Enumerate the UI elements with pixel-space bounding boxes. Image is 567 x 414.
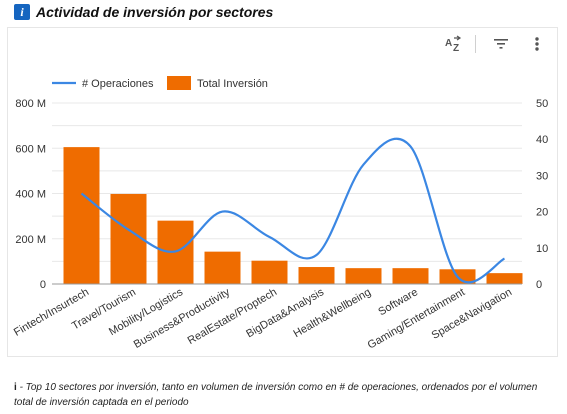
bar: [63, 147, 100, 284]
x-tick-label: Space&Navigation: [430, 286, 514, 342]
legend-label-inversion: Total Inversión: [197, 78, 268, 90]
bar: [345, 268, 382, 284]
y-tick-label-left: 600 M: [15, 143, 46, 155]
y-tick-label-left: 400 M: [15, 189, 46, 201]
line-series-operaciones: [80, 137, 506, 284]
bar: [204, 251, 241, 284]
y-tick-label-right: 20: [536, 207, 548, 219]
bar: [251, 260, 288, 284]
x-tick-label: Fintech/Insurtech: [12, 286, 91, 339]
x-tick-label: Health&Wellbeing: [291, 286, 373, 340]
filter-icon[interactable]: [490, 34, 512, 54]
y-tick-label-left: 0: [40, 279, 46, 291]
legend-label-operaciones: # Operaciones: [82, 78, 154, 90]
y-tick-label-left: 200 M: [15, 234, 46, 246]
more-vert-icon[interactable]: [526, 34, 548, 54]
chart-title: Actividad de inversión por sectores: [36, 4, 274, 20]
y-tick-label-right: 10: [536, 243, 548, 255]
x-tick-label: RealEstate/Proptech: [186, 286, 279, 347]
legend-swatch-inversion: [167, 76, 191, 90]
y-tick-label-right: 0: [536, 279, 542, 291]
svg-text:A: A: [445, 38, 452, 49]
y-tick-label-right: 50: [536, 98, 548, 110]
sort-az-icon[interactable]: A Z: [442, 34, 464, 54]
footnote-text: - Top 10 sectores por inversión, tanto e…: [14, 382, 538, 408]
x-tick-label: BigData&Analysis: [244, 286, 326, 340]
bar: [392, 268, 429, 284]
bar: [486, 273, 523, 284]
bar: [298, 267, 335, 284]
svg-text:Z: Z: [453, 43, 459, 53]
chart-header: i Actividad de inversión por sectores: [14, 3, 273, 21]
footnote: i - Top 10 sectores por inversión, tanto…: [14, 380, 544, 410]
y-tick-label-right: 40: [536, 134, 548, 146]
info-icon: i: [14, 4, 30, 20]
footnote-marker: i: [14, 382, 17, 393]
y-tick-label-right: 30: [536, 170, 548, 182]
y-tick-label-left: 800 M: [15, 98, 46, 110]
toolbar-divider: [475, 35, 476, 53]
